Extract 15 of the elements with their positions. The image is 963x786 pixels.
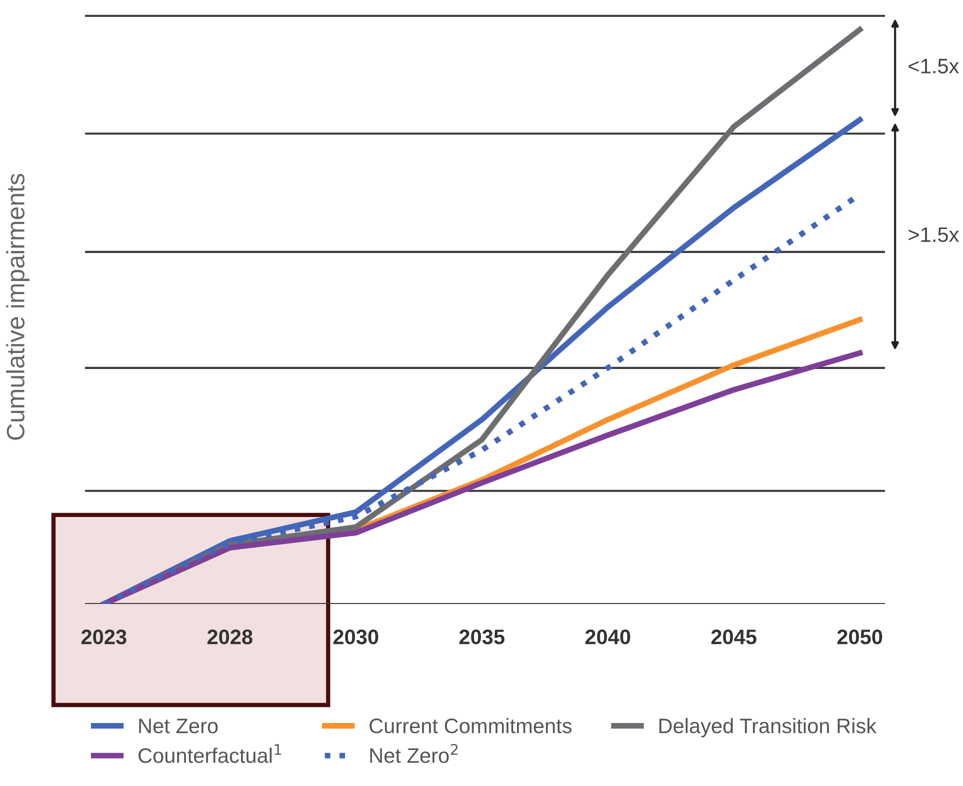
legend-label: Net Zero$^{2}$ [370,744,458,763]
x-tick-label: 2023 [81,630,126,644]
x-tick-label: 2028 [207,630,252,644]
x-tick-label: 2035 [459,630,504,644]
legend-label: Net Zero [139,718,218,734]
legend-label: Current Commitments [370,718,572,734]
text: <1.5x [908,58,959,74]
x-tick-label: 2045 [711,630,756,644]
y-axis-title: Cumulative impairments [6,174,30,440]
x-tick-label: 2050 [837,630,882,644]
x-tick-label: 2040 [585,630,630,644]
legend-label: Delayed Transition Risk [659,718,877,738]
text: >1.5x [908,227,959,242]
legend-label: Counterfactual$^{1}$ [138,744,282,763]
x-tick-label: 2030 [333,630,378,644]
